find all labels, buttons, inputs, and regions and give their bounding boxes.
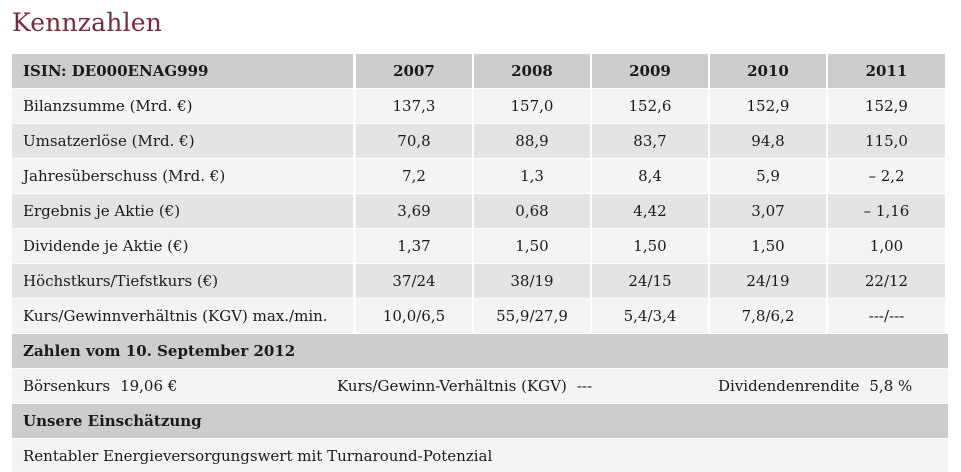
row-value: 4,42 bbox=[592, 194, 708, 228]
kgv: Kurs/Gewinn-Verhältnis (KGV) --- bbox=[337, 369, 592, 403]
row-label: Jahresüberschuss (Mrd. €) bbox=[12, 159, 353, 193]
row-value: 8,4 bbox=[592, 159, 708, 193]
year-header: 2011 bbox=[828, 54, 945, 88]
dividendenrendite: Dividendenrendite 5,8 % bbox=[718, 369, 912, 403]
row-value: – 2,2 bbox=[828, 159, 945, 193]
row-label: Kurs/Gewinnverhältnis (KGV) max./min. bbox=[12, 299, 353, 333]
row-label: Höchstkurs/Tiefstkurs (€) bbox=[12, 264, 353, 298]
dividendenrendite-label: Dividendenrendite bbox=[718, 377, 860, 395]
row-value: 7,8/6,2 bbox=[710, 299, 826, 333]
row-value: 94,8 bbox=[710, 124, 826, 158]
row-label: Umsatzerlöse (Mrd. €) bbox=[12, 124, 353, 158]
row-label: Bilanzsumme (Mrd. €) bbox=[12, 89, 353, 123]
kgv-value: --- bbox=[576, 377, 593, 395]
row-label: Ergebnis je Aktie (€) bbox=[12, 194, 353, 228]
year-header: 2007 bbox=[356, 54, 472, 88]
kgv-label: Kurs/Gewinn-Verhältnis (KGV) bbox=[337, 377, 567, 395]
dividendenrendite-value: 5,8 % bbox=[869, 377, 913, 395]
row-value: 24/15 bbox=[592, 264, 708, 298]
row-value: 1,00 bbox=[828, 229, 945, 263]
table-row: Höchstkurs/Tiefstkurs (€) 37/24 38/19 24… bbox=[12, 264, 948, 298]
row-value: 152,6 bbox=[592, 89, 708, 123]
row-value: 7,2 bbox=[356, 159, 472, 193]
row-value: ---/--- bbox=[828, 299, 945, 333]
row-value: 152,9 bbox=[828, 89, 945, 123]
row-value: 22/12 bbox=[828, 264, 945, 298]
table-row: Kurs/Gewinnverhältnis (KGV) max./min. 10… bbox=[12, 299, 948, 333]
row-value: 55,9/27,9 bbox=[474, 299, 590, 333]
zahlen-heading: Zahlen vom 10. September 2012 bbox=[12, 334, 948, 368]
boersenkurs-value: 19,06 € bbox=[120, 377, 178, 395]
row-value: 1,37 bbox=[356, 229, 472, 263]
isin-header: ISIN: DE000ENAG999 bbox=[12, 54, 353, 88]
row-value: – 1,16 bbox=[828, 194, 945, 228]
boersenkurs: Börsenkurs 19,06 € bbox=[23, 369, 177, 403]
row-value: 88,9 bbox=[474, 124, 590, 158]
year-header: 2009 bbox=[592, 54, 708, 88]
zahlen-row: Börsenkurs 19,06 € Kurs/Gewinn-Verhältnis… bbox=[12, 369, 948, 403]
row-value: 37/24 bbox=[356, 264, 472, 298]
kennzahlen-table: ISIN: DE000ENAG999 2007 2008 2009 2010 2… bbox=[12, 54, 948, 472]
row-label: Dividende je Aktie (€) bbox=[12, 229, 353, 263]
table-row: Jahresüberschuss (Mrd. €) 7,2 1,3 8,4 5,… bbox=[12, 159, 948, 193]
row-value: 152,9 bbox=[710, 89, 826, 123]
boersenkurs-label: Börsenkurs bbox=[23, 377, 111, 395]
row-value: 3,07 bbox=[710, 194, 826, 228]
table-row: Dividende je Aktie (€) 1,37 1,50 1,50 1,… bbox=[12, 229, 948, 263]
table-row: Bilanzsumme (Mrd. €) 137,3 157,0 152,6 1… bbox=[12, 89, 948, 123]
row-value: 5,4/3,4 bbox=[592, 299, 708, 333]
page-title: Kennzahlen bbox=[12, 8, 163, 37]
row-value: 24/19 bbox=[710, 264, 826, 298]
einschaetzung-heading: Unsere Einschätzung bbox=[12, 404, 948, 438]
row-value: 1,50 bbox=[474, 229, 590, 263]
row-value: 115,0 bbox=[828, 124, 945, 158]
table-row: Ergebnis je Aktie (€) 3,69 0,68 4,42 3,0… bbox=[12, 194, 948, 228]
einschaetzung-text: Rentabler Energieversorgungswert mit Tur… bbox=[12, 439, 948, 472]
row-value: 83,7 bbox=[592, 124, 708, 158]
year-header: 2010 bbox=[710, 54, 826, 88]
row-value: 157,0 bbox=[474, 89, 590, 123]
table-header-row: ISIN: DE000ENAG999 2007 2008 2009 2010 2… bbox=[12, 54, 948, 88]
row-value: 1,50 bbox=[710, 229, 826, 263]
row-value: 137,3 bbox=[356, 89, 472, 123]
row-value: 3,69 bbox=[356, 194, 472, 228]
row-value: 0,68 bbox=[474, 194, 590, 228]
row-value: 1,50 bbox=[592, 229, 708, 263]
row-value: 10,0/6,5 bbox=[356, 299, 472, 333]
year-header: 2008 bbox=[474, 54, 590, 88]
row-value: 70,8 bbox=[356, 124, 472, 158]
table-row: Umsatzerlöse (Mrd. €) 70,8 88,9 83,7 94,… bbox=[12, 124, 948, 158]
row-value: 1,3 bbox=[474, 159, 590, 193]
row-value: 38/19 bbox=[474, 264, 590, 298]
row-value: 5,9 bbox=[710, 159, 826, 193]
